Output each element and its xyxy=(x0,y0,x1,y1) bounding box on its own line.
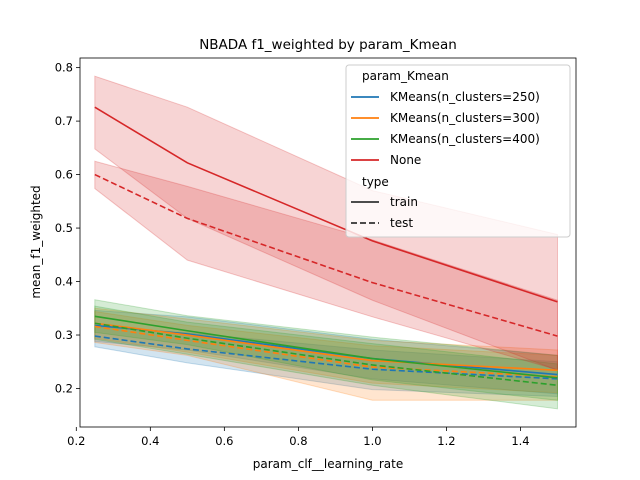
legend-label-none: None xyxy=(390,153,421,167)
x-tick-label: 1.4 xyxy=(511,434,529,448)
y-tick-label: 0.3 xyxy=(55,328,73,342)
line-kmeans-n-clusters-400-test xyxy=(94,322,558,387)
legend-label-test: test xyxy=(390,216,413,230)
x-tick-label: 0.6 xyxy=(215,434,233,448)
legend-title: param_Kmean xyxy=(362,69,449,83)
y-tick-label: 0.6 xyxy=(55,168,73,182)
x-tick-label: 0.4 xyxy=(141,434,159,448)
y-tick-label: 0.8 xyxy=(55,61,73,75)
chart-title: NBADA f1_weighted by param_Kmean xyxy=(199,37,457,53)
legend-frame xyxy=(345,64,571,238)
y-tick-label: 0.2 xyxy=(55,381,73,395)
line-kmeans-n-clusters-300-train xyxy=(94,322,558,372)
x-axis-label: param_clf__learning_rate xyxy=(253,457,403,471)
y-axis-ticks: 0.2 0.3 0.4 0.5 0.6 0.7 0.8 xyxy=(55,61,80,395)
legend: param_Kmean KMeans(n_clusters=250)KMeans… xyxy=(345,64,571,238)
line-none-train xyxy=(94,106,558,303)
legend-label-train: train xyxy=(390,195,418,209)
band-kmeans-n-clusters-300-train xyxy=(94,307,558,394)
line-kmeans-n-clusters-400-train xyxy=(94,315,558,379)
legend-style-entries: train test xyxy=(351,195,418,230)
band-kmeans-n-clusters-250-test xyxy=(94,325,558,398)
legend-hue-entries: KMeans(n_clusters=250) KMeans(n_clusters=… xyxy=(351,90,540,167)
y-tick-label: 0.5 xyxy=(55,221,73,235)
series-lines xyxy=(94,106,558,387)
band-kmeans-n-clusters-400-train xyxy=(94,299,558,401)
plot-area-frame xyxy=(79,57,577,428)
legend-label-kmeans-n-clusters-400: KMeans(n_clusters=400) xyxy=(390,132,540,146)
y-axis-label: mean_f1_weighted xyxy=(29,185,43,298)
band-kmeans-n-clusters-400-test xyxy=(94,305,558,410)
x-tick-label: 1.0 xyxy=(363,434,381,448)
line-kmeans-n-clusters-250-test xyxy=(94,335,558,380)
line-none-test xyxy=(94,173,558,337)
confidence-bands xyxy=(94,75,558,410)
legend-label-kmeans-n-clusters-300: KMeans(n_clusters=300) xyxy=(390,111,540,125)
y-tick-label: 0.7 xyxy=(55,114,73,128)
x-tick-label: 1.2 xyxy=(437,434,455,448)
y-tick-label: 0.4 xyxy=(55,275,73,289)
x-axis-ticks: 0.2 0.4 0.6 0.8 1.0 1.2 1.4 xyxy=(67,427,530,448)
x-tick-label: 0.8 xyxy=(289,434,307,448)
legend-label-kmeans-n-clusters-250: KMeans(n_clusters=250) xyxy=(390,90,540,104)
legend-style-title: type xyxy=(362,175,389,189)
x-tick-label: 0.2 xyxy=(67,434,85,448)
line-kmeans-n-clusters-300-test xyxy=(94,325,558,378)
